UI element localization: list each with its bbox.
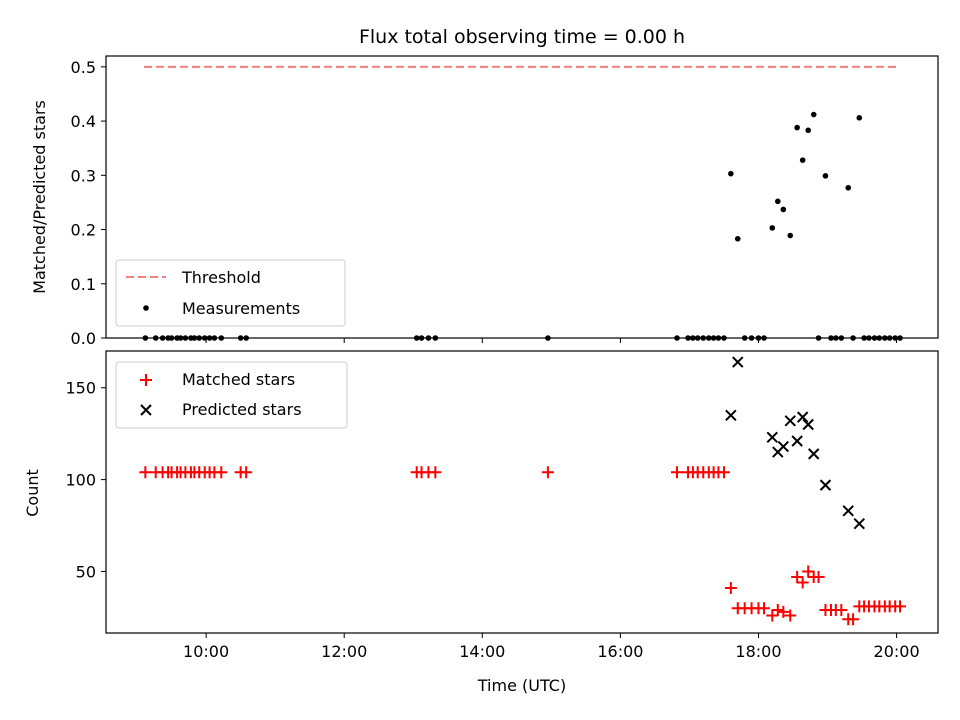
x-tick-label: 18:00 (735, 642, 781, 661)
measurement-point (734, 235, 741, 242)
matched-star-point (541, 466, 554, 479)
measurement-point (799, 157, 806, 163)
x-tick-label: 14:00 (459, 642, 505, 661)
predicted-star-point (766, 431, 778, 444)
matched-star-point (724, 581, 737, 594)
predicted-star-point (802, 418, 814, 431)
measurement-point (769, 225, 776, 231)
bottom-panel-legend: Matched stars Predicted stars (115, 361, 348, 429)
x-tick-label: 10:00 (183, 642, 229, 661)
predicted-star-point (784, 415, 796, 427)
chart-title: Flux total observing time = 0.00 h (359, 26, 685, 48)
measurement-point (780, 206, 787, 213)
measurement-point (787, 232, 794, 239)
measurement-point (805, 127, 811, 134)
bottom-panel-ylabel: Count (23, 469, 42, 517)
legend-box (115, 361, 348, 429)
x-tick-label: 12:00 (321, 642, 367, 661)
y-tick-label: 50 (76, 562, 96, 581)
legend-predicted-label: Predicted stars (182, 400, 302, 419)
y-tick-label: 0.5 (71, 58, 96, 77)
bottom-panel-marks (139, 356, 907, 626)
legend-measurements-swatch (143, 305, 149, 311)
legend-matched-label: Matched stars (182, 370, 295, 389)
bottom-panel-count: 10:00 12:00 14:00 16:00 18:00 20:00 50 100 150 C… (23, 350, 939, 661)
measurement-point (822, 173, 829, 179)
predicted-star-point (725, 409, 737, 422)
matched-star-point (215, 466, 228, 479)
matched-star-point (139, 466, 152, 479)
matched-star-point (766, 609, 779, 622)
legend-threshold-label: Threshold (181, 268, 261, 287)
legend-predicted-swatch (140, 404, 152, 416)
predicted-star-point (819, 479, 832, 491)
top-panel-ratio: 0.0 0.1 0.2 0.3 0.4 0.5 Matched/Predicted sta… (30, 55, 939, 348)
y-tick-label: 0.0 (71, 329, 96, 348)
predicted-star-point (791, 435, 803, 447)
measurement-point (856, 115, 863, 121)
predicted-star-point (808, 448, 820, 460)
matched-star-point (791, 570, 804, 583)
matched-star-point (240, 466, 253, 479)
y-tick-label: 150 (65, 379, 96, 398)
matched-star-point (671, 466, 684, 479)
measurement-point (794, 124, 800, 131)
matched-star-point (847, 613, 860, 626)
measurement-point (775, 198, 781, 205)
y-tick-label: 0.1 (71, 275, 96, 294)
matched-star-point (784, 609, 797, 622)
matched-star-point (835, 604, 848, 617)
matched-star-point (796, 576, 809, 589)
y-tick-label: 100 (65, 471, 96, 490)
legend-measurements-label: Measurements (182, 299, 300, 318)
matched-star-point (894, 600, 907, 613)
predicted-star-point (853, 517, 865, 530)
matched-star-point (429, 466, 442, 479)
matched-star-point (802, 565, 815, 578)
y-tick-label: 0.2 (71, 221, 96, 240)
legend-box (115, 259, 346, 327)
predicted-star-point (777, 440, 790, 453)
matched-star-point (771, 604, 784, 617)
predicted-star-point (796, 411, 809, 423)
top-panel-frame (105, 55, 939, 339)
measurement-point (728, 170, 734, 177)
top-panel-ylabel: Matched/Predicted stars (30, 100, 49, 294)
y-tick-label: 0.4 (71, 112, 96, 131)
legend-matched-swatch (140, 374, 152, 386)
bottom-panel-frame (105, 350, 939, 634)
matched-star-point (812, 570, 825, 583)
predicted-star-point (732, 356, 744, 368)
predicted-star-point (842, 505, 854, 517)
top-panel-legend: Threshold Measurements (115, 259, 346, 327)
y-tick-label: 0.3 (71, 166, 96, 185)
x-axis-label: Time (UTC) (477, 676, 566, 695)
matched-star-point (758, 602, 771, 615)
matched-star-point (777, 605, 790, 618)
x-tick-label: 20:00 (874, 642, 920, 661)
matched-star-point (717, 466, 730, 479)
x-tick-label: 16:00 (597, 642, 643, 661)
measurement-point (845, 184, 852, 191)
top-panel-ticks: 0.0 0.1 0.2 0.3 0.4 0.5 (71, 58, 898, 348)
measurement-point (810, 111, 817, 118)
bottom-panel-ticks: 10:00 12:00 14:00 16:00 18:00 20:00 50 100 150 (65, 379, 919, 661)
